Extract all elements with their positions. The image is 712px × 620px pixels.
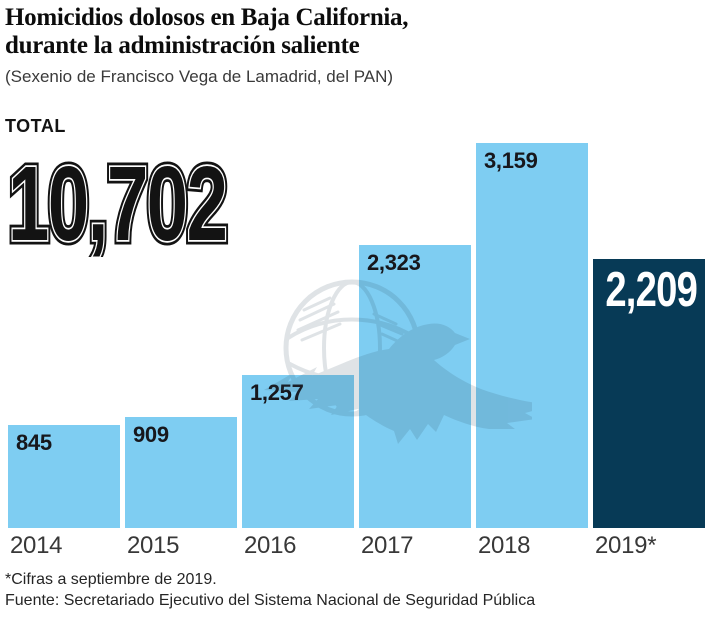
x-tick-label: 2017 (361, 532, 414, 559)
title-line-1: Homicidios dolosos en Baja California, (5, 4, 409, 31)
bar-2018: 3,159 (476, 143, 588, 528)
total-label: TOTAL (5, 116, 66, 136)
source: Fuente: Secretariado Ejecutivo del Siste… (5, 592, 536, 609)
bar-2016: 1,257 (242, 375, 354, 528)
title-line-2: durante la administración saliente (5, 32, 360, 59)
total-block: TOTAL 10,702 10,702 10,702 (5, 116, 250, 257)
bar-chart: 845 909 1,257 2,323 3,159 2,209 (8, 143, 705, 528)
x-tick-label: 2014 (10, 532, 63, 559)
bar-value-label: 2,209 (605, 263, 698, 317)
x-tick-label: 2016 (244, 532, 297, 559)
bar-value-label: 2,323 (367, 250, 421, 275)
footnote: *Cifras a septiembre de 2019. (5, 571, 217, 588)
footer: *Cifras a septiembre de 2019. Fuente: Se… (5, 569, 535, 611)
bar-2015: 909 (125, 417, 237, 528)
header: Homicidios dolosos en Baja California, d… (5, 4, 409, 87)
total-value-outer: 10,702 (8, 145, 227, 257)
bar-2019: 2,209 (593, 259, 705, 528)
x-tick-label: 2019* (595, 532, 657, 559)
bar-value-label: 1,257 (250, 380, 304, 405)
total-value-inline: 10,702 (8, 145, 227, 257)
total-value: 10,702 10,702 10,702 (5, 141, 232, 257)
subtitle: (Sexenio de Francisco Vega de Lamadrid, … (5, 67, 394, 86)
total-value-fill: 10,702 (8, 145, 227, 257)
bar-value-label: 3,159 (484, 148, 538, 173)
x-axis-labels: 2014 2015 2016 2017 2018 2019* (8, 532, 705, 560)
bar-value-label: 909 (133, 422, 169, 447)
bar-2017: 2,323 (359, 245, 471, 528)
x-tick-label: 2015 (127, 532, 180, 559)
bar-2014: 845 (8, 425, 120, 528)
x-tick-label: 2018 (478, 532, 531, 559)
page-title: Homicidios dolosos en Baja California, d… (5, 4, 409, 60)
bar-value-label: 845 (16, 430, 52, 455)
